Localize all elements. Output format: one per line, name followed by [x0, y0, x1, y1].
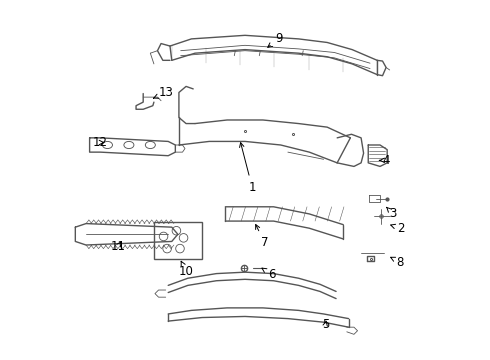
Text: 4: 4 [379, 154, 390, 167]
Text: 2: 2 [391, 222, 404, 235]
Bar [154, 222, 202, 259]
Text: 7: 7 [256, 225, 269, 249]
Text: 1: 1 [240, 143, 256, 194]
Text: 13: 13 [153, 86, 174, 99]
Text: 8: 8 [391, 256, 404, 269]
Text: 11: 11 [111, 240, 126, 253]
Text: 5: 5 [322, 318, 329, 331]
Text: 12: 12 [93, 136, 108, 149]
Text: 6: 6 [262, 268, 275, 281]
Text: 10: 10 [179, 261, 194, 278]
Text: 9: 9 [268, 32, 283, 47]
Text: 3: 3 [387, 207, 397, 220]
